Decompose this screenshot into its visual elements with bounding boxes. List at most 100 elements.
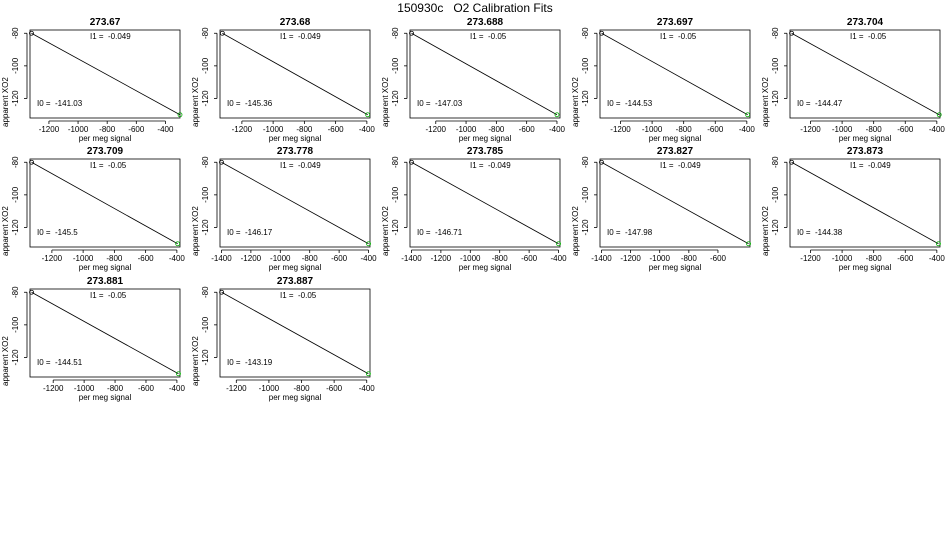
panel-plot: -1200 -1000 -800 -600 -400 -80 -100 -120 [201, 286, 375, 393]
y-tick-label: -80 [581, 156, 590, 168]
x-tick-label: -1000 [832, 125, 853, 134]
y-tick-label: -80 [11, 27, 20, 39]
x-tick-label: -400 [361, 254, 378, 263]
fit-line [411, 161, 559, 245]
y-tick-label: -100 [11, 316, 20, 333]
data-point [365, 112, 371, 118]
x-tick-label: -800 [866, 254, 883, 263]
x-tick-label: -1400 [211, 254, 232, 263]
data-point [219, 159, 224, 165]
x-axis-label: per meg signal [78, 134, 132, 143]
x-axis-label: per meg signal [648, 263, 702, 272]
calibration-panel: 273.887 -1200 -1000 -800 -600 -400 -80 -100 -120… [190, 276, 375, 402]
x-tick-label: -1400 [591, 254, 612, 263]
y-tick-label: -120 [201, 90, 210, 107]
x-tick-label: -800 [492, 254, 509, 263]
intercept-annotation: I0 = -146.71 [417, 228, 463, 237]
x-tick-label: -1000 [259, 384, 280, 393]
x-tick-label: -1000 [460, 254, 481, 263]
panel-plot: -1200 -1000 -800 -600 -400 -80 -100 -120 [391, 27, 566, 134]
x-tick-label: -400 [359, 384, 376, 393]
y-tick-label: -80 [771, 27, 780, 39]
y-tick-label: -120 [581, 90, 590, 107]
y-tick-label: -100 [11, 57, 20, 74]
slope-annotation: I1 = -0.05 [850, 32, 887, 41]
y-axis-label: apparent XO2 [571, 206, 580, 256]
panel-title: 273.704 [846, 17, 884, 28]
x-tick-label: -600 [328, 125, 345, 134]
y-tick-label: -80 [391, 156, 400, 168]
x-tick-label: -600 [138, 254, 155, 263]
intercept-annotation: I0 = -144.53 [607, 99, 653, 108]
data-point [219, 289, 225, 295]
x-axis-label: per meg signal [838, 263, 892, 272]
calibration-panel: 273.873 -1200 -1000 -800 -600 -400 -80 -100 -120… [760, 146, 945, 272]
calibration-panel: 273.688 -1200 -1000 -800 -600 -400 -80 -100 -120… [380, 17, 566, 143]
panel-title: 273.881 [86, 276, 124, 287]
slope-annotation: I1 = -0.049 [850, 161, 891, 170]
x-tick-label: -1200 [42, 254, 63, 263]
data-point [29, 159, 34, 165]
calibration-panel: 273.881 -1200 -1000 -800 -600 -400 -80 -100 -120… [0, 276, 185, 402]
panel-title: 273.827 [656, 146, 694, 157]
y-axis-label: apparent XO2 [761, 206, 770, 256]
intercept-annotation: I0 = -145.36 [227, 99, 273, 108]
calibration-panel: 273.67 -1200 -1000 -800 -600 -400 -80 -100 -120 I… [0, 17, 183, 143]
panel-title: 273.67 [89, 17, 121, 28]
panel-plot: -1200 -1000 -800 -600 -400 -80 -100 -120 [771, 156, 945, 263]
x-tick-label: -1200 [39, 125, 60, 134]
y-tick-label: -100 [771, 186, 780, 203]
x-tick-label: -600 [331, 254, 348, 263]
x-tick-label: -600 [128, 125, 145, 134]
x-tick-label: -600 [521, 254, 538, 263]
panel-title: 273.697 [656, 17, 694, 28]
x-axis-label: per meg signal [458, 263, 512, 272]
panel-plot: -1200 -1000 -800 -600 -400 -80 -100 -120 [11, 27, 183, 134]
y-axis-label: apparent XO2 [191, 77, 200, 127]
y-tick-label: -100 [201, 186, 210, 203]
x-tick-label: -1200 [800, 254, 821, 263]
data-point [936, 112, 942, 118]
calibration-panel: 273.827 -1400 -1200 -1000 -800 -600 -80 -100 -12… [570, 146, 751, 272]
data-point [789, 30, 794, 36]
y-axis-label: apparent XO2 [1, 336, 10, 386]
slope-annotation: I1 = -0.05 [280, 291, 317, 300]
calibration-panel: 273.697 -1200 -1000 -800 -600 -400 -80 -100 -120… [570, 17, 755, 143]
fit-line [221, 291, 369, 375]
y-tick-label: -80 [11, 156, 20, 168]
data-point [409, 30, 414, 36]
panel-title: 273.887 [276, 276, 314, 287]
fit-line [411, 32, 558, 116]
panel-plot: -1200 -1000 -800 -600 -400 -80 -100 -120 [201, 27, 375, 134]
x-tick-label: -800 [681, 254, 698, 263]
y-axis-label: apparent XO2 [761, 77, 770, 127]
x-axis-label: per meg signal [268, 134, 322, 143]
x-axis-label: per meg signal [268, 263, 322, 272]
x-tick-label: -800 [294, 384, 311, 393]
fit-line [791, 32, 940, 116]
x-tick-label: -1000 [832, 254, 853, 263]
intercept-annotation: I0 = -141.03 [37, 99, 83, 108]
x-tick-label: -600 [897, 125, 914, 134]
plot-frame [29, 158, 181, 248]
panel-title: 273.688 [466, 17, 504, 28]
x-tick-label: -600 [519, 125, 536, 134]
calibration-panel: 273.68 -1200 -1000 -800 -600 -400 -80 -100 -120 I… [190, 17, 375, 143]
y-tick-label: -80 [391, 27, 400, 39]
x-tick-label: -1200 [226, 384, 247, 393]
intercept-annotation: I0 = -144.51 [37, 358, 83, 367]
x-axis-label: per meg signal [838, 134, 892, 143]
data-point [29, 289, 34, 295]
y-tick-label: -120 [11, 349, 20, 366]
x-tick-label: -400 [157, 125, 174, 134]
y-tick-label: -120 [581, 219, 590, 236]
x-tick-label: -1000 [270, 254, 291, 263]
x-tick-label: -1000 [642, 125, 663, 134]
slope-annotation: I1 = -0.05 [90, 291, 127, 300]
x-tick-label: -1200 [232, 125, 253, 134]
x-tick-label: -800 [676, 125, 693, 134]
data-point [175, 241, 181, 247]
y-tick-label: -100 [581, 57, 590, 74]
data-point [176, 371, 181, 377]
